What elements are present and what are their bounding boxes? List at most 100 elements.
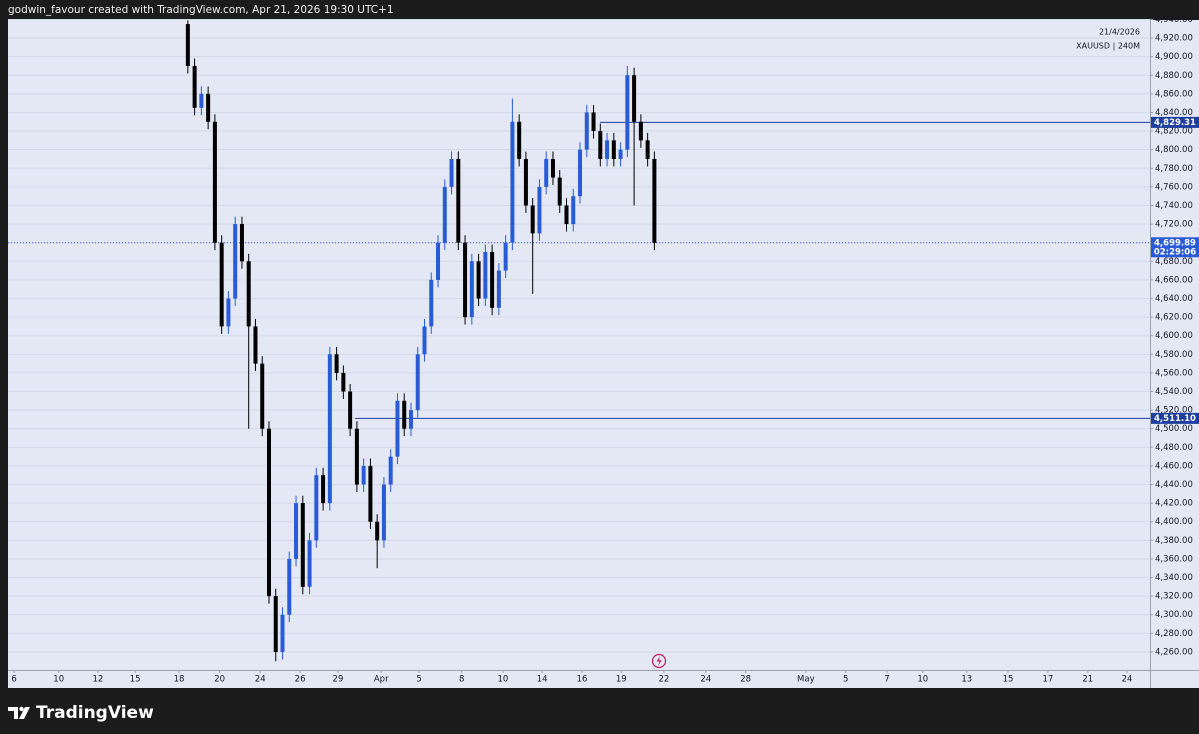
candle-body [294, 503, 299, 559]
grid [8, 18, 1150, 653]
candle-body [375, 521, 380, 541]
candle-body [321, 475, 326, 504]
y-tick-label: 4,300.00 [1155, 610, 1193, 620]
levels [8, 121, 1150, 419]
y-tick-label: 4,500.00 [1155, 424, 1193, 434]
candle-body [436, 242, 441, 280]
y-tick-label: 4,580.00 [1155, 350, 1193, 360]
candle-body [625, 75, 630, 150]
candle-body [260, 363, 265, 429]
y-tick-label: 4,740.00 [1155, 201, 1193, 211]
candle-body [544, 158, 549, 187]
candle-body [327, 354, 332, 504]
candle-body [537, 186, 542, 234]
candle-body [476, 261, 481, 299]
date-label: 21/4/2026 [1099, 28, 1140, 37]
candle-body [185, 24, 190, 66]
candle-body [605, 140, 610, 159]
x-tick-label: May [797, 675, 815, 685]
candle-body [490, 251, 495, 308]
candle-body [354, 428, 359, 485]
candle-body [578, 149, 583, 197]
candle-body [469, 261, 474, 318]
candles [185, 20, 657, 662]
candle-body [564, 205, 569, 225]
candle-body [429, 279, 434, 327]
candle-body [483, 251, 488, 299]
x-tick-label: 26 [295, 675, 306, 685]
y-tick-label: 4,420.00 [1155, 499, 1193, 509]
x-tick-label: 29 [333, 675, 344, 685]
x-tick-label: 12 [93, 675, 104, 685]
symbol-label: XAUUSD | 240M [1076, 42, 1140, 51]
candle-body [652, 158, 657, 243]
candle-body [206, 93, 211, 122]
candle-body [368, 465, 373, 522]
candle-body [192, 65, 197, 108]
x-tick-label: 10 [498, 675, 509, 685]
candle-body [266, 428, 271, 597]
y-tick-label: 4,600.00 [1155, 331, 1193, 341]
x-tick-label: 14 [537, 675, 548, 685]
y-tick-label: 4,820.00 [1155, 127, 1193, 137]
alert-icon[interactable] [651, 653, 667, 669]
candle-body [645, 140, 650, 159]
y-tick-label: 4,720.00 [1155, 220, 1193, 230]
candle-body [523, 158, 528, 206]
candle-body [341, 372, 346, 392]
candle-body [517, 121, 522, 159]
logo-part [8, 707, 18, 719]
header-text: godwin_favour created with TradingView.c… [8, 4, 394, 16]
candle-body [422, 326, 427, 355]
y-tick-label: 4,660.00 [1155, 275, 1193, 285]
y-tick-label: 4,920.00 [1155, 34, 1193, 44]
x-tick-label: 28 [740, 675, 751, 685]
candle-body [408, 410, 413, 429]
x-tick-label: 21 [1082, 675, 1093, 685]
candle-body [442, 186, 447, 243]
x-tick-label: 13 [961, 675, 972, 685]
candle-body [307, 540, 312, 587]
last-price-tag [1151, 237, 1199, 258]
candle-body [402, 400, 407, 429]
candle-body [388, 456, 393, 485]
level-tag [1151, 116, 1199, 128]
y-tick-label: 4,940.00 [1155, 15, 1193, 25]
x-tick-label: 5 [416, 675, 421, 685]
y-tick-label: 4,260.00 [1155, 647, 1193, 657]
x-tick-label: 19 [616, 675, 627, 685]
candle-body [415, 354, 420, 411]
price-axis [1150, 20, 1199, 688]
candle-body [496, 270, 501, 308]
alert-bolt[interactable] [656, 656, 662, 666]
time-axis [8, 670, 1150, 688]
x-tick-label: 6 [11, 675, 16, 685]
x-tick-label: 8 [459, 675, 464, 685]
candle-body [348, 391, 353, 429]
y-tick-label: 4,360.00 [1155, 554, 1193, 564]
y-tick-label: 4,880.00 [1155, 71, 1193, 81]
candle-body [381, 484, 386, 541]
candle-body [395, 400, 400, 457]
y-tick-label: 4,760.00 [1155, 182, 1193, 192]
brand-name: TradingView [36, 703, 154, 723]
candle-body [584, 112, 589, 150]
level-tag-label: 4,829.31 [1154, 118, 1196, 128]
candle-body [239, 224, 244, 262]
alert-circle[interactable] [651, 653, 667, 669]
y-tick-label: 4,840.00 [1155, 108, 1193, 118]
candle-body [280, 614, 285, 652]
x-tick-label: 18 [174, 675, 185, 685]
y-tick-label: 4,560.00 [1155, 368, 1193, 378]
candle-body [557, 177, 562, 206]
y-tick-label: 4,680.00 [1155, 257, 1193, 267]
candle-body [530, 205, 535, 234]
candle-body [611, 140, 616, 159]
y-tick-label: 4,540.00 [1155, 387, 1193, 397]
y-tick-label: 4,480.00 [1155, 443, 1193, 453]
x-tick-label: 10 [53, 675, 64, 685]
x-tick-label: 22 [658, 675, 669, 685]
x-tick-label: 24 [255, 675, 266, 685]
last-price-label: 4,699.89 [1154, 238, 1196, 248]
